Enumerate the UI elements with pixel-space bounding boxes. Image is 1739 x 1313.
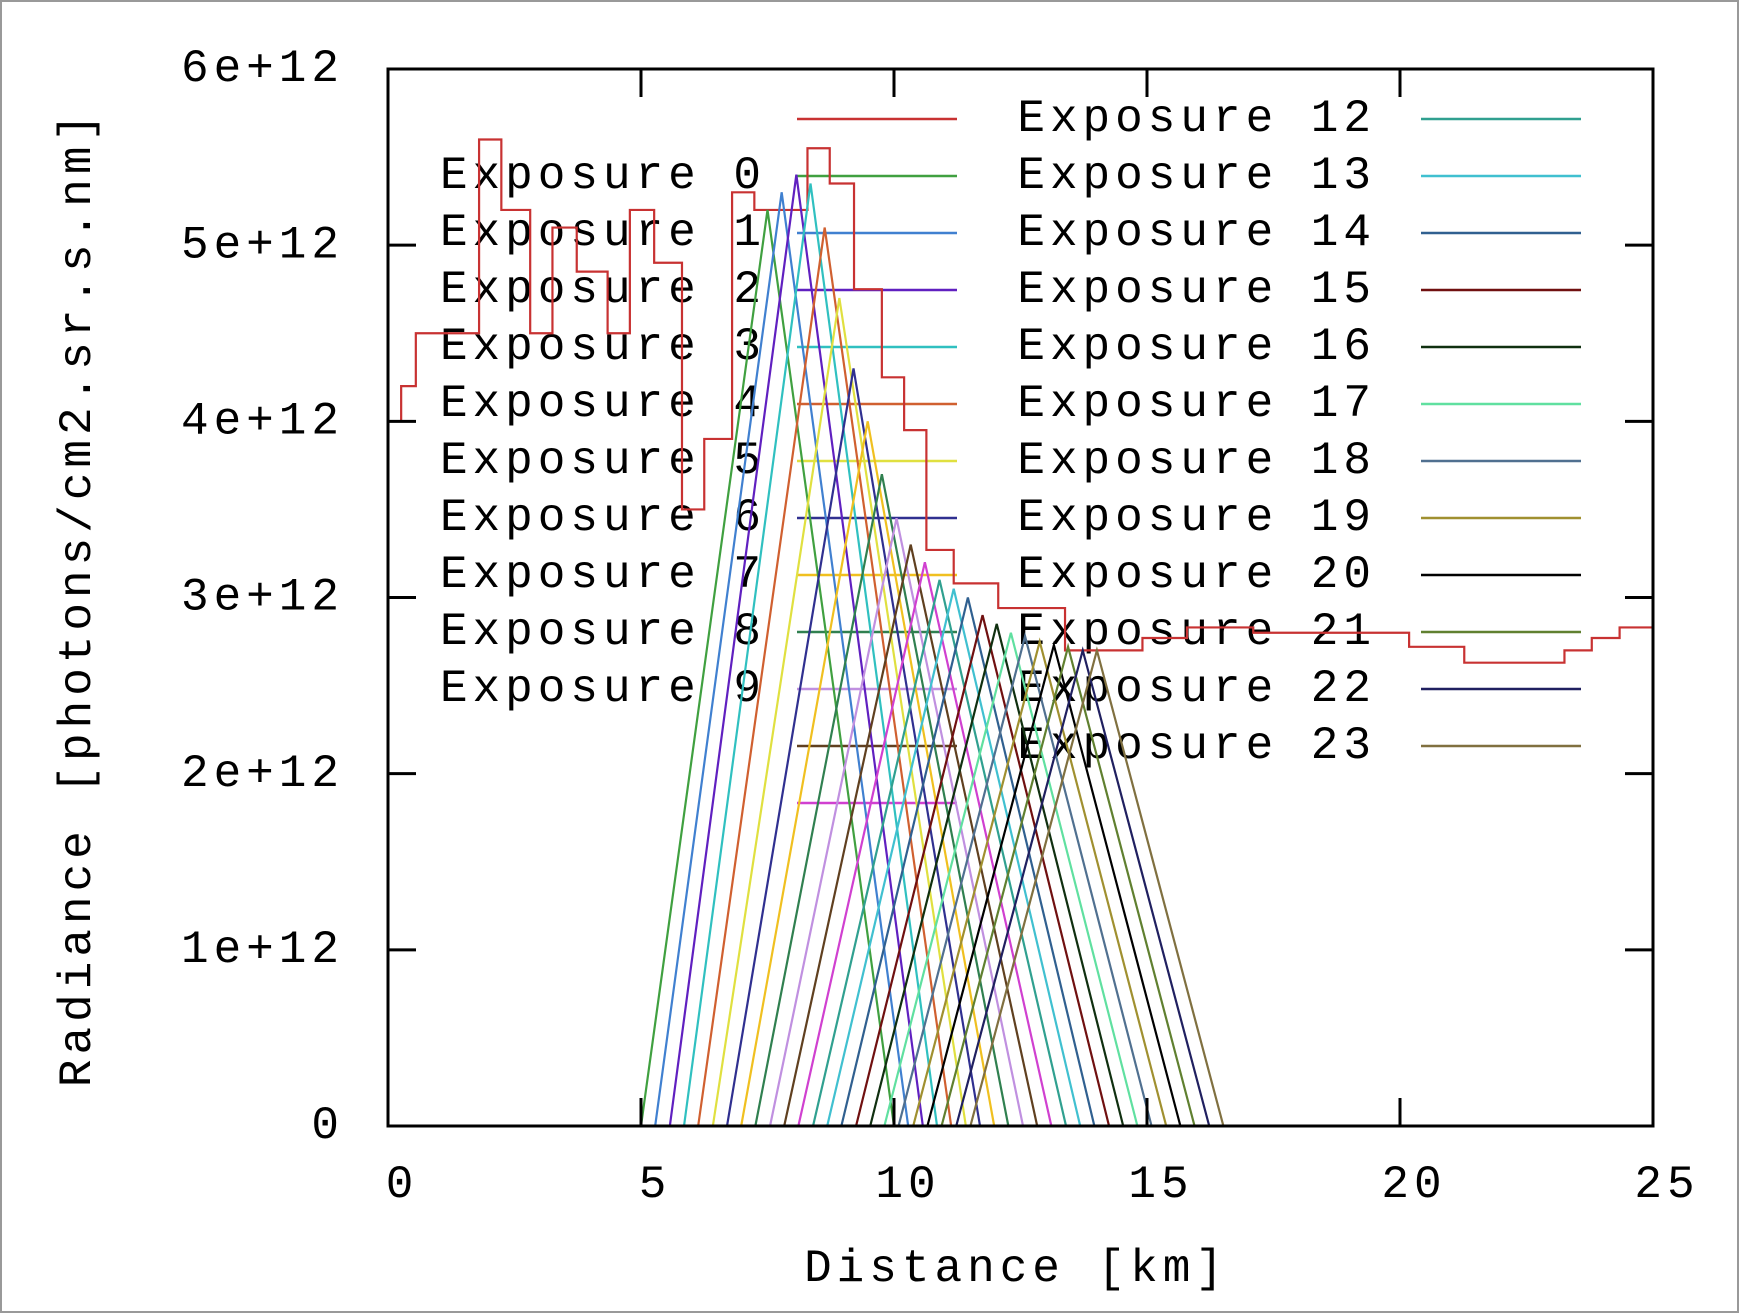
legend-label: Exposure 18 xyxy=(1017,435,1376,487)
legend-label: Exposure 14 xyxy=(1017,207,1376,259)
series-line xyxy=(940,642,1196,1127)
series-line xyxy=(811,579,1068,1127)
legend-label: Exposure 15 xyxy=(1017,264,1376,316)
legend-label: Exposure 17 xyxy=(1017,378,1376,430)
y-tick-label: 6e+12 xyxy=(181,43,344,95)
series-line xyxy=(754,473,1010,1127)
series-line xyxy=(854,614,1111,1127)
y-tick-label: 1e+12 xyxy=(181,924,344,976)
y-tick-label: 0 xyxy=(311,1100,344,1152)
series-line xyxy=(654,192,910,1127)
x-tick-label: 5 xyxy=(639,1159,672,1211)
legend-label: Exposure 4 xyxy=(440,378,766,430)
x-tick-label: 15 xyxy=(1128,1159,1193,1211)
series-line xyxy=(639,209,896,1127)
y-axis-label: Radiance [photons/cm2.sr.s.nm] xyxy=(52,109,104,1087)
series-line xyxy=(912,637,1168,1127)
series-line xyxy=(969,646,1225,1127)
x-tick-label: 20 xyxy=(1381,1159,1446,1211)
series-line xyxy=(668,174,924,1127)
legend-label: Exposure 2 xyxy=(440,264,766,316)
series-line xyxy=(840,597,1096,1127)
legend-label: Exposure 8 xyxy=(440,606,766,658)
series-line xyxy=(388,138,1653,664)
series-line xyxy=(783,544,1039,1127)
y-tick-label: 4e+12 xyxy=(181,395,344,447)
x-tick-label: 0 xyxy=(386,1159,419,1211)
series-line xyxy=(826,588,1082,1127)
legend-label: Exposure 0 xyxy=(440,150,766,202)
series-line xyxy=(725,368,982,1127)
x-tick-label: 25 xyxy=(1634,1159,1699,1211)
series-line xyxy=(740,421,996,1127)
legend-label: Exposure 1 xyxy=(440,207,766,259)
series-line xyxy=(926,640,1182,1127)
x-tick-label: 10 xyxy=(875,1159,940,1211)
series-line xyxy=(955,646,1211,1127)
y-tick-label: 2e+12 xyxy=(181,748,344,800)
y-tick-label: 3e+12 xyxy=(181,572,344,624)
x-axis-label: Distance [km] xyxy=(804,1243,1228,1295)
legend-label: Exposure 19 xyxy=(1017,492,1376,544)
legend-label: Exposure 12 xyxy=(1017,93,1376,145)
legend-label: Exposure 13 xyxy=(1017,150,1376,202)
legend-label: Exposure 7 xyxy=(440,549,766,601)
series-line xyxy=(883,632,1139,1127)
legend-label: Exposure 16 xyxy=(1017,321,1376,373)
y-tick-label: 5e+12 xyxy=(181,219,344,271)
series-line xyxy=(869,623,1125,1127)
legend-label: Exposure 6 xyxy=(440,492,766,544)
legend-label: Exposure 9 xyxy=(440,663,766,715)
legend-label: Exposure 20 xyxy=(1017,549,1376,601)
series-line xyxy=(797,562,1053,1127)
series-line xyxy=(897,631,1153,1127)
series-line xyxy=(697,227,953,1127)
legend-label: Exposure 5 xyxy=(440,435,766,487)
legend-label: Exposure 3 xyxy=(440,321,766,373)
series-line xyxy=(682,183,939,1127)
